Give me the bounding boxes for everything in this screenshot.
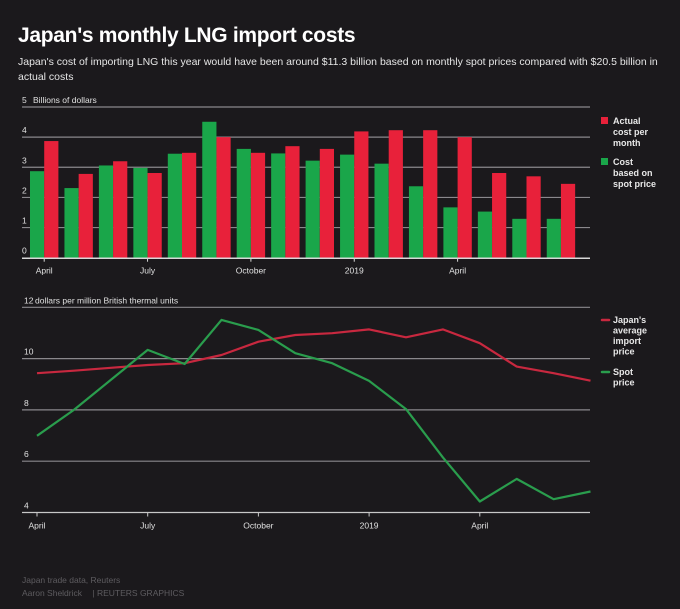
bar-spot [546,218,561,258]
bar-spot [374,163,389,258]
bar-actual [354,131,369,258]
legend-label: cost per [613,127,649,137]
x-tick-label: April [471,521,488,531]
legend-label: Spot [613,367,633,377]
x-tick-label: April [36,266,53,276]
y-tick-label: 10 [24,347,34,357]
bar-spot [340,154,355,258]
chart-subtitle: Japan's cost of importing LNG this year … [18,56,658,83]
bar-actual [457,137,472,258]
footer-source: Japan trade data, Reuters [22,575,121,585]
y-axis-title: dollars per million British thermal unit… [35,295,178,305]
x-tick-label: October [243,521,273,531]
bar-spot [271,153,286,258]
legend-label: price [613,378,635,388]
footer-author: Aaron Sheldrick [22,588,83,598]
legend-label: Actual [613,116,641,126]
y-tick-label: 4 [24,501,29,511]
bar-spot [202,121,217,258]
bar-actual [250,152,266,258]
legend-label: Japan's [613,315,646,325]
bar-actual [560,183,576,258]
line-spot-price [36,318,591,503]
y-axis-title: Billions of dollars [33,95,97,105]
bar-spot [30,171,45,258]
bar-actual [492,173,507,258]
bar-spot [133,167,148,258]
bar-actual [388,130,403,258]
bar-spot [477,211,493,258]
legend-label: based on [613,168,653,178]
y-tick-label: 4 [22,125,27,135]
legend-label: month [613,138,641,148]
x-tick-label: April [28,521,45,531]
bar-spot [98,165,114,258]
line-import-price [36,328,591,382]
y-tick-label: 3 [22,155,27,165]
footer-agency: | REUTERS GRAPHICS [92,588,185,598]
legend-label: price [613,347,635,357]
bar-actual [78,173,93,258]
legend-label: spot price [613,179,656,189]
footer-credit: Aaron Sheldrick | REUTERS GRAPHICS [22,588,184,598]
bar-spot [443,207,458,258]
legend-label: average [613,326,647,336]
bar-actual [319,148,334,258]
bar-actual [526,176,541,258]
y-tick-label: 8 [24,398,29,408]
legend-swatch [601,158,608,165]
bar-spot [305,160,320,258]
bar-actual [44,141,59,258]
x-tick-label: July [140,521,156,531]
legend-label: Cost [613,157,633,167]
bar-spot [167,153,182,258]
line-chart: 4 6 8 10 12 dollars per million British therm… [22,295,647,531]
bar-spot [64,188,79,258]
legend-label: import [613,336,641,346]
y-tick-label: 1 [22,216,27,226]
x-tick-label: 2019 [345,266,364,276]
bar-spot [408,186,424,258]
bar-actual [147,173,162,258]
bar-actual [182,152,197,258]
y-tick-label: 6 [24,449,29,459]
x-tick-label: July [140,266,156,276]
y-tick-label: 12 [24,295,34,305]
bar-spot [236,148,251,258]
y-tick-label: 5 [22,95,27,105]
x-tick-label: 2019 [360,521,379,531]
bar-actual [423,130,438,258]
x-tick-label: October [236,266,266,276]
chart-title: Japan's monthly LNG import costs [18,24,356,47]
x-tick-label: April [449,266,466,276]
bar-actual [113,161,128,258]
bar-chart: 0 1 2 3 4 5 Billions of dollars April July Octobe… [22,95,656,276]
bar-spot [512,218,527,258]
legend-swatch [601,117,608,124]
y-tick-label: 2 [22,185,27,195]
y-tick-label: 0 [22,246,27,256]
bar-actual [216,137,231,258]
bar-actual [285,146,300,258]
